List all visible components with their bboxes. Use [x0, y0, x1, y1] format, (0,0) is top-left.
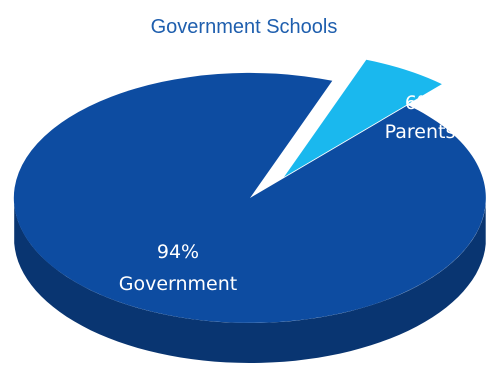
data-label-parents-value: 6%	[405, 92, 435, 114]
data-label-government-value: 94%	[157, 241, 199, 263]
pie-slice-parents	[284, 59, 442, 177]
chart-title: Government Schools	[150, 16, 338, 38]
pie-side-government	[14, 203, 486, 363]
data-label-government-name: Government	[119, 273, 238, 295]
pie-slice-government	[13, 72, 486, 323]
data-label-parents-name: Parents	[385, 121, 456, 143]
